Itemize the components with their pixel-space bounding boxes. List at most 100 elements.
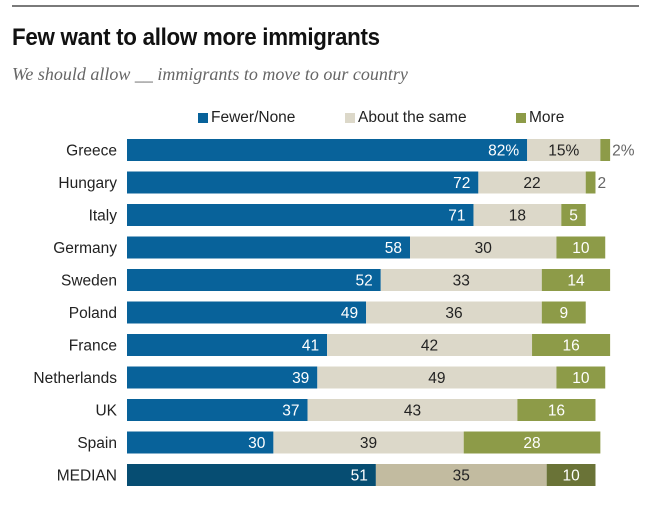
bar-segment-same bbox=[380, 269, 542, 291]
bar-segment-same bbox=[410, 236, 557, 259]
value-label-fewer: 52 bbox=[356, 273, 373, 290]
bar-segment-more bbox=[517, 399, 596, 421]
top-rule bbox=[12, 5, 639, 7]
value-label-same: 35 bbox=[453, 468, 470, 485]
category-label: Spain bbox=[77, 435, 117, 452]
category-label: France bbox=[69, 338, 117, 355]
value-label-more: 5 bbox=[569, 208, 578, 225]
bar-row-greece: Greece 82% 15% 2% bbox=[66, 139, 635, 161]
legend-swatch-fewer bbox=[198, 113, 208, 123]
bar-segment-same bbox=[375, 464, 547, 486]
legend-label-more: More bbox=[529, 109, 565, 126]
legend-item-fewer: Fewer/None bbox=[198, 109, 295, 127]
value-label-more: 16 bbox=[548, 403, 565, 420]
category-label: Greece bbox=[66, 143, 117, 160]
bar-segment-fewer bbox=[127, 464, 376, 486]
bar-segment-more bbox=[600, 139, 611, 161]
bar-segment-fewer bbox=[127, 236, 411, 259]
bar-segment-more bbox=[463, 431, 601, 454]
bar-segment-same bbox=[307, 399, 518, 421]
value-label-more: 10 bbox=[572, 370, 590, 387]
legend: Fewer/None About the same More bbox=[0, 109, 652, 129]
value-label-more: 2% bbox=[612, 143, 635, 160]
bar-segment-same bbox=[527, 139, 601, 161]
value-label-same: 43 bbox=[404, 403, 421, 420]
bar-row-spain: Spain 30 39 28 bbox=[77, 431, 601, 454]
value-label-same: 33 bbox=[453, 273, 470, 290]
value-label-same: 42 bbox=[421, 338, 438, 355]
bar-segment-more bbox=[532, 334, 611, 356]
bar-segment-fewer bbox=[127, 269, 381, 291]
value-label-same: 22 bbox=[523, 175, 540, 192]
value-label-fewer: 82% bbox=[488, 143, 519, 160]
value-label-fewer: 37 bbox=[282, 403, 299, 420]
value-label-same: 39 bbox=[360, 435, 377, 452]
bar-segment-same bbox=[327, 334, 533, 356]
value-label-fewer: 41 bbox=[302, 338, 319, 355]
bar-row-italy: Italy 71 18 5 bbox=[89, 204, 586, 226]
bar-segment-fewer bbox=[127, 204, 474, 226]
category-label: Italy bbox=[89, 208, 118, 225]
category-label: Germany bbox=[53, 240, 117, 257]
value-label-fewer: 30 bbox=[248, 435, 266, 452]
bar-segment-more bbox=[541, 301, 586, 324]
bar-row-poland: Poland 49 36 9 bbox=[69, 301, 586, 324]
value-label-more: 10 bbox=[562, 468, 580, 485]
value-label-more: 16 bbox=[562, 338, 579, 355]
value-label-more: 10 bbox=[572, 240, 590, 257]
value-label-same: 36 bbox=[445, 305, 462, 322]
bar-segment-same bbox=[366, 301, 542, 324]
bar-segment-same bbox=[478, 171, 586, 194]
bar-segment-fewer bbox=[127, 171, 479, 194]
bar-row-hungary: Hungary 72 22 2 bbox=[58, 171, 606, 194]
bar-row-sweden: Sweden 52 33 14 bbox=[61, 269, 611, 291]
bar-segment-same bbox=[473, 204, 562, 226]
bar-segment-fewer bbox=[127, 431, 274, 454]
value-label-fewer: 58 bbox=[385, 240, 402, 257]
category-label: Sweden bbox=[61, 273, 117, 290]
bar-segment-same bbox=[317, 366, 557, 389]
bar-segment-more bbox=[546, 464, 596, 486]
bar-segment-fewer bbox=[127, 139, 528, 161]
value-label-fewer: 71 bbox=[448, 208, 465, 225]
category-label: Poland bbox=[69, 305, 117, 322]
value-label-more: 2 bbox=[597, 175, 606, 192]
value-label-more: 14 bbox=[567, 273, 585, 290]
value-label-same: 49 bbox=[428, 370, 445, 387]
legend-label-fewer: Fewer/None bbox=[211, 109, 296, 126]
bar-segment-fewer bbox=[127, 366, 318, 389]
value-label-same: 18 bbox=[509, 208, 526, 225]
category-label: UK bbox=[95, 403, 117, 420]
bar-row-germany: Germany 58 30 10 bbox=[53, 236, 606, 259]
category-label: MEDIAN bbox=[57, 468, 117, 485]
chart-title: Few want to allow more immigrants bbox=[12, 24, 380, 51]
legend-label-same: About the same bbox=[358, 109, 467, 126]
category-label: Hungary bbox=[58, 175, 117, 192]
chart-subtitle: We should allow __ immigrants to move to… bbox=[12, 64, 408, 84]
value-label-more: 9 bbox=[559, 305, 568, 322]
value-label-same: 30 bbox=[475, 240, 493, 257]
value-label-fewer: 49 bbox=[341, 305, 358, 322]
bar-segment-more bbox=[561, 204, 586, 226]
bar-segment-same bbox=[273, 431, 464, 454]
bar-segment-fewer bbox=[127, 334, 328, 356]
bar-segment-more bbox=[541, 269, 611, 291]
bar-row-netherlands: Netherlands 39 49 10 bbox=[33, 366, 606, 389]
legend-item-more: More bbox=[516, 109, 564, 127]
bar-segment-fewer bbox=[127, 301, 367, 324]
legend-swatch-same bbox=[345, 113, 355, 123]
value-label-fewer: 51 bbox=[351, 468, 368, 485]
bar-segment-fewer bbox=[127, 399, 308, 421]
bar-segment-more bbox=[556, 366, 606, 389]
bar-segment-more bbox=[556, 236, 606, 259]
value-label-fewer: 72 bbox=[453, 175, 470, 192]
value-label-fewer: 39 bbox=[292, 370, 309, 387]
bar-segment-more bbox=[585, 171, 596, 194]
value-label-same: 15% bbox=[548, 143, 579, 160]
legend-item-same: About the same bbox=[345, 109, 467, 127]
value-label-more: 28 bbox=[523, 435, 540, 452]
bar-row-uk: UK 37 43 16 bbox=[95, 399, 596, 421]
bar-row-median: MEDIAN 51 35 10 bbox=[57, 464, 596, 486]
bar-row-france: France 41 42 16 bbox=[69, 334, 611, 356]
